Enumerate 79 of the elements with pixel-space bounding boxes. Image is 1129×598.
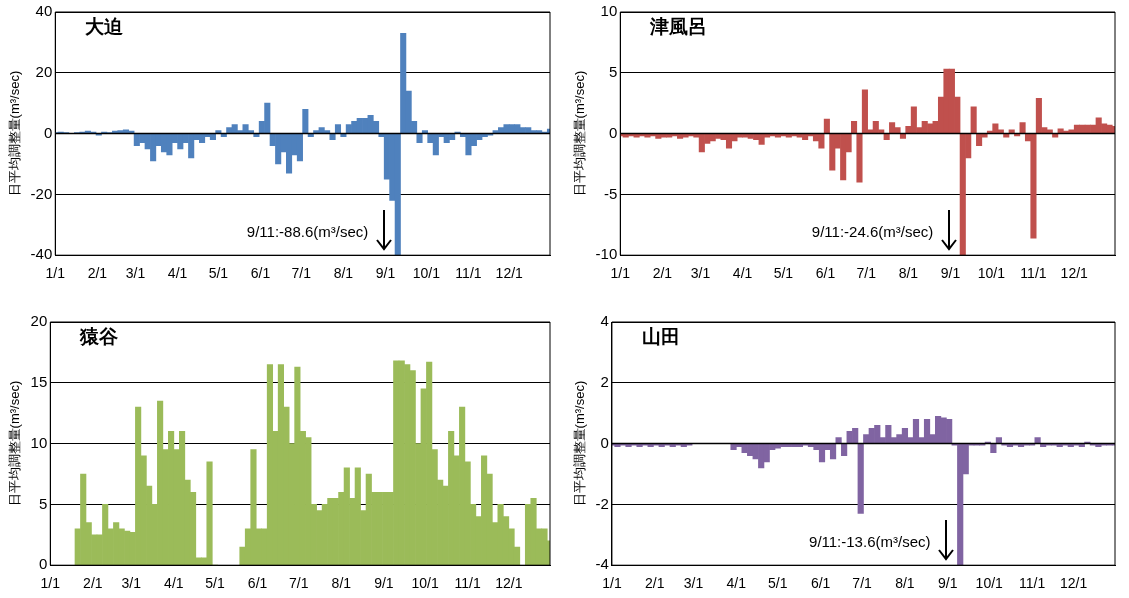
x-tick-label: 5/1 [205, 575, 225, 592]
y-tick-label: 10 [600, 2, 618, 20]
y-tick-label: 5 [38, 494, 48, 512]
x-tick-label: 7/1 [852, 575, 873, 592]
x-tick-label: 9/1 [938, 575, 958, 592]
x-tick-label: 5/1 [768, 575, 788, 592]
y-axis-title: 日平均調整量(m³/sec) [572, 70, 588, 197]
x-tick-label: 1/1 [610, 265, 631, 282]
x-tick-label: 5/1 [773, 265, 794, 282]
y-tick-label: 20 [35, 62, 53, 80]
y-tick-label: 20 [30, 312, 48, 330]
y-tick-label: 2 [600, 372, 609, 390]
annotation: 9/11:-24.6(m³/sec) [811, 223, 934, 241]
x-tick-label: 1/1 [45, 265, 66, 282]
x-tick-label: 4/1 [726, 575, 747, 592]
x-tick-label: 11/1 [1020, 265, 1047, 282]
x-tick-label: 10/1 [412, 265, 441, 282]
x-tick-label: 3/1 [125, 265, 146, 282]
x-tick-label: 6/1 [250, 265, 271, 282]
x-tick-label: 12/1 [495, 575, 523, 592]
y-axis-title: 日平均調整量(m³/sec) [572, 380, 588, 507]
y-tick-label: 40 [35, 2, 53, 20]
x-tick-label: 5/1 [208, 265, 229, 282]
x-tick-label: 8/1 [895, 575, 915, 592]
x-tick-label: 7/1 [291, 265, 312, 282]
x-tick-label: 7/1 [856, 265, 877, 282]
y-tick-label: -40 [30, 245, 53, 263]
x-tick-label: 9/1 [940, 265, 961, 282]
chart-title: 津風呂 [649, 15, 708, 37]
x-tick-label: 2/1 [83, 575, 103, 592]
x-tick-label: 3/1 [690, 265, 711, 282]
x-tick-label: 12/1 [1059, 575, 1088, 592]
annotation: 9/11:-88.6(m³/sec) [246, 223, 369, 241]
x-tick-label: 3/1 [683, 575, 704, 592]
y-tick-label: 5 [608, 62, 618, 80]
x-tick-label: 2/1 [645, 575, 665, 592]
x-tick-label: 8/1 [331, 575, 352, 592]
x-tick-label: 12/1 [1060, 265, 1089, 282]
y-tick-label: -10 [595, 245, 618, 263]
x-tick-label: 6/1 [247, 575, 268, 592]
x-tick-label: 10/1 [977, 265, 1006, 282]
y-tick-label: -4 [595, 555, 609, 573]
x-tick-label: 4/1 [167, 265, 188, 282]
y-axis-title: 日平均調整量(m³/sec) [7, 70, 23, 197]
x-tick-label: 2/1 [652, 265, 673, 282]
y-axis-title: 日平均調整量(m³/sec) [7, 380, 23, 507]
annotation: 9/11:-13.6(m³/sec) [809, 533, 931, 551]
y-tick-label: 0 [600, 433, 609, 451]
y-tick-label: 15 [30, 372, 48, 390]
x-tick-label: 8/1 [898, 265, 919, 282]
x-tick-label: 10/1 [411, 575, 439, 592]
y-tick-label: -2 [595, 494, 609, 512]
y-tick-label: 10 [30, 433, 48, 451]
y-tick-label: -20 [30, 184, 53, 202]
x-tick-label: 1/1 [40, 575, 61, 592]
x-tick-label: 10/1 [975, 575, 1004, 592]
x-tick-label: 8/1 [333, 265, 354, 282]
x-tick-label: 11/1 [1018, 575, 1046, 592]
y-tick-label: 4 [600, 312, 609, 330]
chart-title: 猿谷 [79, 325, 120, 347]
x-tick-label: 12/1 [495, 265, 524, 282]
chart-title: 山田 [641, 325, 680, 347]
x-tick-label: 4/1 [732, 265, 753, 282]
x-tick-label: 6/1 [815, 265, 836, 282]
x-tick-label: 2/1 [87, 265, 108, 282]
x-tick-label: 3/1 [121, 575, 142, 592]
y-tick-label: 0 [43, 123, 53, 141]
x-tick-label: 6/1 [810, 575, 831, 592]
x-tick-label: 9/1 [374, 575, 394, 592]
y-tick-label: 0 [608, 123, 618, 141]
x-tick-label: 11/1 [455, 265, 482, 282]
x-tick-label: 1/1 [602, 575, 622, 592]
x-tick-label: 7/1 [289, 575, 309, 592]
chart-title: 大迫 [85, 15, 125, 37]
x-tick-label: 11/1 [454, 575, 481, 592]
y-tick-label: 0 [38, 555, 48, 573]
y-tick-label: -5 [603, 184, 618, 202]
x-tick-label: 9/1 [375, 265, 396, 282]
x-tick-label: 4/1 [164, 575, 184, 592]
